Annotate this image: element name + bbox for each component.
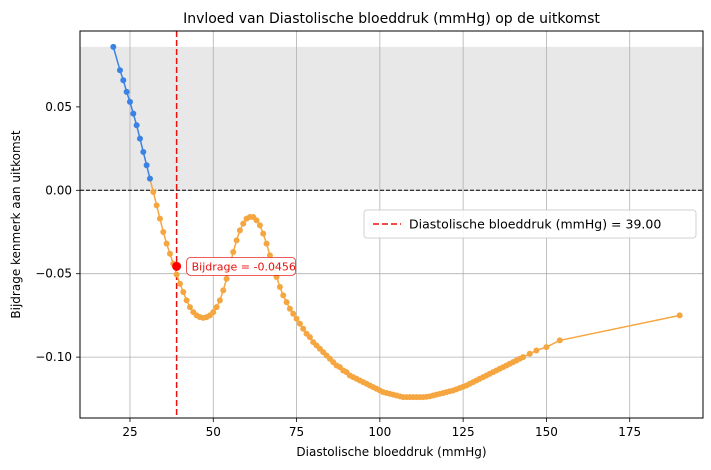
annotation-label: Bijdrage = -0.0456 [192,260,296,273]
data-point [176,280,183,287]
data-point [543,344,550,351]
axis-ticks: 25 50 75 100 125 150 175 −0.10 −0.05 0.00 0.05 [35,100,641,439]
data-point [163,240,170,247]
data-point [290,310,297,317]
data-point [146,175,153,182]
data-point [253,217,260,224]
data-point [126,98,133,105]
data-point [210,309,217,316]
annotation: Bijdrage = -0.0456 [186,256,297,276]
legend-box [363,209,697,239]
plot-frame [79,30,704,419]
data-point [230,249,237,256]
y-tick-label: −0.05 [35,267,72,281]
data-point [256,222,263,229]
annotation-box [186,256,297,276]
data-point [213,304,220,311]
data-point [130,110,137,117]
data-point [283,299,290,306]
data-point [296,320,303,327]
chart-title: Invloed van Diastolische bloeddruk (mmHg… [183,11,600,27]
data-point [183,297,190,304]
data-point [306,334,313,341]
data-point [293,315,300,322]
data-point [216,297,223,304]
data-point [263,240,270,247]
data-point [276,284,283,291]
data-point [280,292,287,299]
y-tick-label: 0.00 [45,183,72,197]
data-point [156,215,163,222]
data-point [220,287,227,294]
series-segment [112,46,121,71]
data-point [140,148,147,155]
y-tick-label: 0.05 [45,100,72,114]
data-point [260,230,267,237]
data-point [556,337,563,344]
x-tick-label: 25 [122,425,137,439]
data-point [233,237,240,244]
shaded-band [80,46,703,191]
y-axis-label: Bijdrage kenmerk aan uitkomst [9,130,23,318]
data-point [136,135,143,142]
data-point [266,252,273,259]
data-point [116,67,123,74]
data-point [520,354,527,361]
series [110,43,683,401]
x-tick-label: 75 [289,425,304,439]
data-point [153,202,160,209]
x-tick-label: 175 [618,425,641,439]
x-tick-label: 125 [452,425,475,439]
data-point [133,122,140,129]
data-point [143,162,150,169]
data-point [150,188,157,195]
data-point [240,220,247,227]
current-value-marker [172,261,182,271]
data-point [526,350,533,357]
x-tick-label: 50 [206,425,221,439]
y-tick-label: −0.10 [35,350,72,364]
data-point [180,289,187,296]
data-point [223,275,230,282]
data-point [286,305,293,312]
data-point [160,229,167,236]
x-tick-label: 150 [535,425,558,439]
data-point [186,304,193,311]
data-point [236,227,243,234]
legend-entry: Diastolische bloeddruk (mmHg) = 39.00 [409,217,661,232]
data-point [173,271,180,278]
x-tick-label: 100 [368,425,391,439]
data-point [110,43,117,50]
data-point [166,250,173,257]
legend: Diastolische bloeddruk (mmHg) = 39.00 [363,209,697,239]
data-point [533,347,540,354]
data-point [676,312,683,319]
data-point [300,325,307,332]
data-point [120,77,127,84]
series-segment [559,314,680,342]
data-point [123,88,130,95]
x-axis-label: Diastolische bloeddruk (mmHg) [296,445,486,459]
